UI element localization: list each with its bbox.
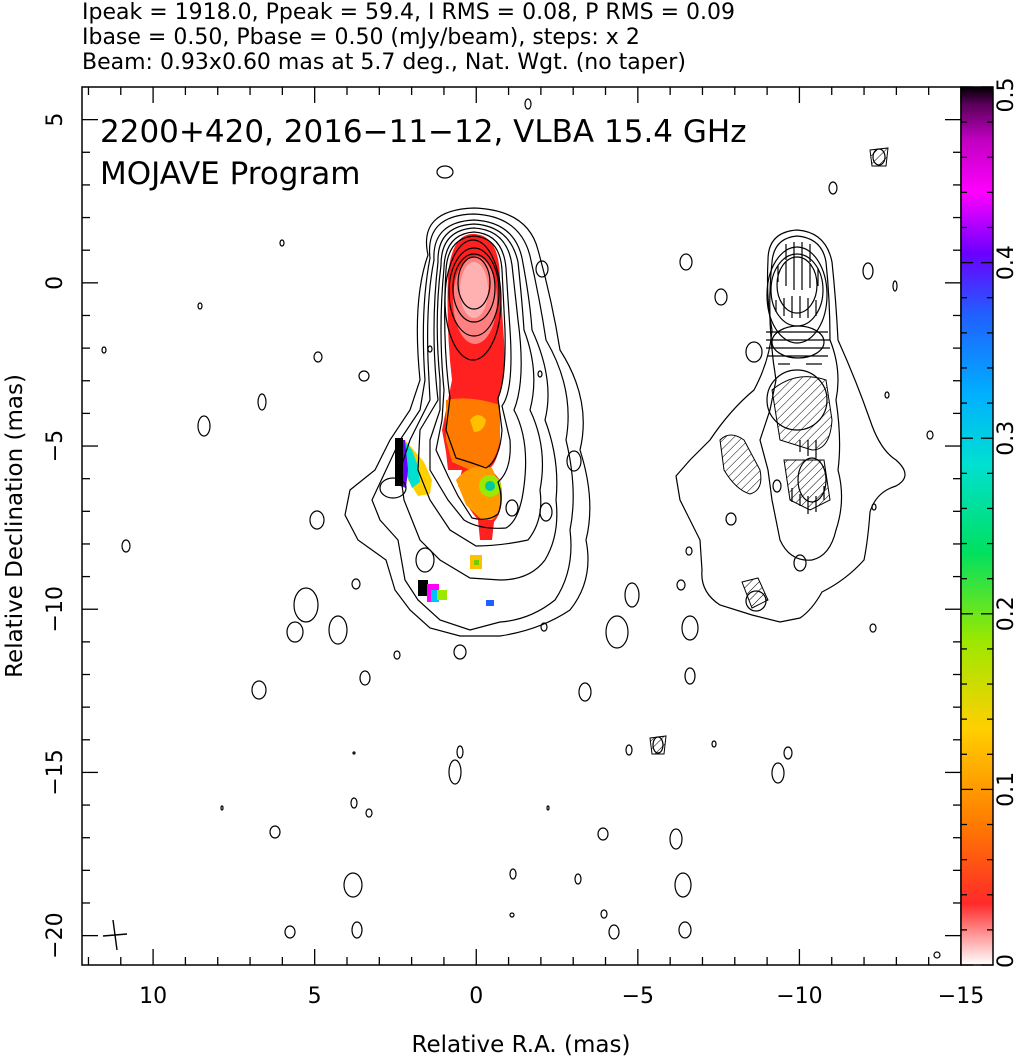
colorbar-tick-label: 0 xyxy=(994,954,1019,968)
colorbar-tick-label: 0.5 xyxy=(994,78,1019,113)
x-tick-label: −10 xyxy=(776,984,822,1009)
colorbar-tick-label: 0.1 xyxy=(994,772,1019,807)
y-tick-label: 0 xyxy=(43,276,68,290)
beam-cross xyxy=(102,919,128,951)
source-annotation: 2200+420, 2016−11−12, VLBA 15.4 GHz xyxy=(100,114,746,150)
header-line-2: Ibase = 0.50, Pbase = 0.50 (mJy/beam), s… xyxy=(82,25,640,50)
x-tick-label: −5 xyxy=(622,984,654,1009)
polarization-hatch-regions xyxy=(649,147,889,755)
y-tick-label: 5 xyxy=(43,113,68,127)
total-intensity-contours xyxy=(101,98,640,940)
x-tick-label: 0 xyxy=(469,984,483,1009)
y-tick-label: −20 xyxy=(43,912,68,958)
colorbar-tick-label: 0.4 xyxy=(994,245,1019,280)
y-tick-label: −5 xyxy=(43,430,68,462)
colorbar-tick-label: 0.3 xyxy=(994,421,1019,456)
program-annotation: MOJAVE Program xyxy=(100,156,360,192)
header-line-3: Beam: 0.93x0.60 mas at 5.7 deg., Nat. Wg… xyxy=(82,50,686,75)
polarized-intensity-contours xyxy=(625,148,941,959)
evpa-vectors xyxy=(766,242,830,514)
colorbar-tick-label: 0.2 xyxy=(994,596,1019,631)
x-axis-label: Relative R.A. (mas) xyxy=(412,1032,631,1058)
plot-frame xyxy=(81,86,962,966)
fractional-polarization-patches xyxy=(395,233,505,606)
x-tick-label: 5 xyxy=(308,984,322,1009)
x-tick-label: 10 xyxy=(139,984,167,1009)
y-axis-label: Relative Declination (mas) xyxy=(2,374,28,678)
y-tick-label: −15 xyxy=(43,749,68,795)
header-line-1: Ipeak = 1918.0, Ppeak = 59.4, I RMS = 0.… xyxy=(82,0,735,25)
x-tick-label: −15 xyxy=(938,984,984,1009)
colorbar xyxy=(960,86,994,966)
y-tick-label: −10 xyxy=(43,586,68,632)
